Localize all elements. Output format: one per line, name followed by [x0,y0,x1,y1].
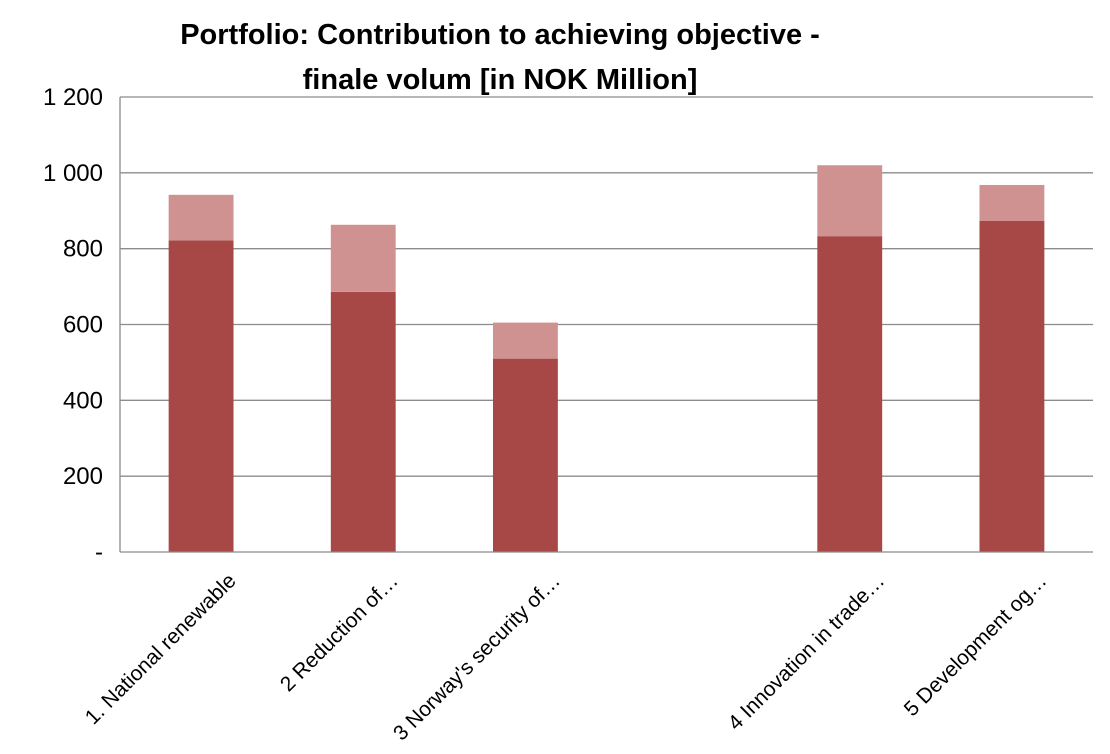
y-tick-label: 600 [63,312,103,339]
axes [119,97,1093,553]
y-tick-label: - [95,539,103,566]
bar-segment [330,291,396,552]
y-tick-label: 1 200 [43,84,103,111]
x-tick-label: 2 Reduction of… [276,569,403,696]
bar-segment [979,220,1045,553]
x-tick-label: 1. National renewable [81,569,241,729]
x-tick-labels: 1. National renewable 2 Reduction of…3 No… [81,569,1052,745]
y-tick-label: 200 [63,463,103,490]
gridlines [120,96,1093,477]
chart-title-line-2: finale volum [in NOK Million] [303,64,698,96]
bar-segment [817,165,883,237]
y-tick-labels: - 200 400 600 800 1 000 1 200 [43,84,103,566]
x-tick-label: 3 Norway's security of… [389,569,565,745]
bar-segment [168,194,234,241]
x-tick-label: 4 Innovation in trade… [724,569,890,735]
chart-title-line-1: Portfolio: Contribution to achieving obj… [180,19,820,51]
bar-segment [492,322,558,359]
y-tick-label: 1 000 [43,160,103,187]
bar-segment [817,236,883,552]
bar-segment [168,240,234,552]
y-tick-label: 800 [63,236,103,263]
y-tick-label: 400 [63,387,103,414]
bar-segment [330,224,396,292]
bar-segment [979,184,1045,221]
bars [168,165,1045,553]
bar-segment [492,358,558,552]
x-tick-label: 5 Development og… [900,569,1052,721]
